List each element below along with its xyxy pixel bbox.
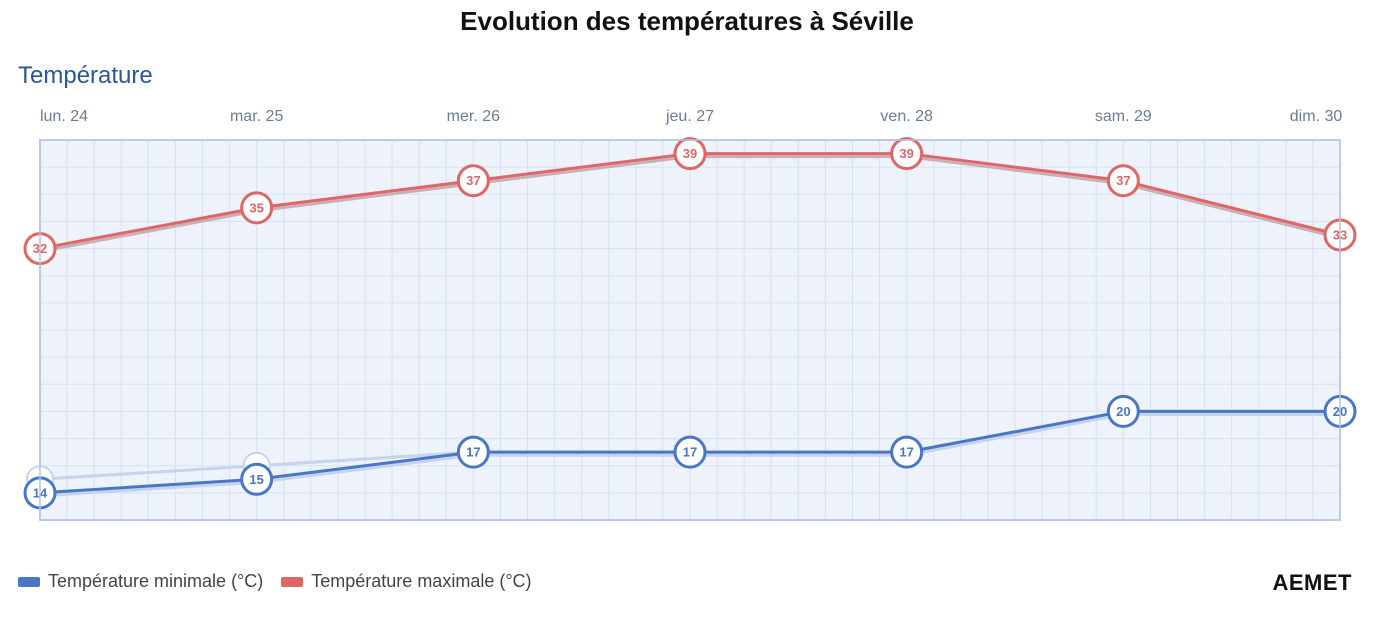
legend: Température minimale (°C) Température ma…: [18, 571, 532, 592]
svg-text:17: 17: [466, 445, 480, 460]
legend-item-min: Température minimale (°C): [18, 571, 263, 592]
chart-title: Evolution des températures à Séville: [0, 6, 1374, 37]
svg-text:35: 35: [249, 200, 263, 215]
legend-label-min: Température minimale (°C): [48, 571, 263, 592]
svg-text:20: 20: [1116, 404, 1130, 419]
legend-label-max: Température maximale (°C): [311, 571, 531, 592]
svg-text:39: 39: [683, 146, 697, 161]
chart-subtitle: Température: [18, 62, 153, 90]
data-source: AEMET: [1273, 570, 1353, 596]
svg-text:17: 17: [683, 445, 697, 460]
svg-text:17: 17: [899, 445, 913, 460]
legend-swatch-min: [18, 577, 40, 587]
chart-wrap: Evolution des températures à Séville Tem…: [0, 0, 1374, 620]
legend-item-max: Température maximale (°C): [281, 571, 531, 592]
legend-swatch-max: [281, 577, 303, 587]
temperature-chart: 3235373939373314151717172020: [22, 122, 1358, 538]
svg-text:39: 39: [899, 146, 913, 161]
svg-text:15: 15: [249, 472, 263, 487]
svg-text:37: 37: [1116, 173, 1130, 188]
svg-text:37: 37: [466, 173, 480, 188]
